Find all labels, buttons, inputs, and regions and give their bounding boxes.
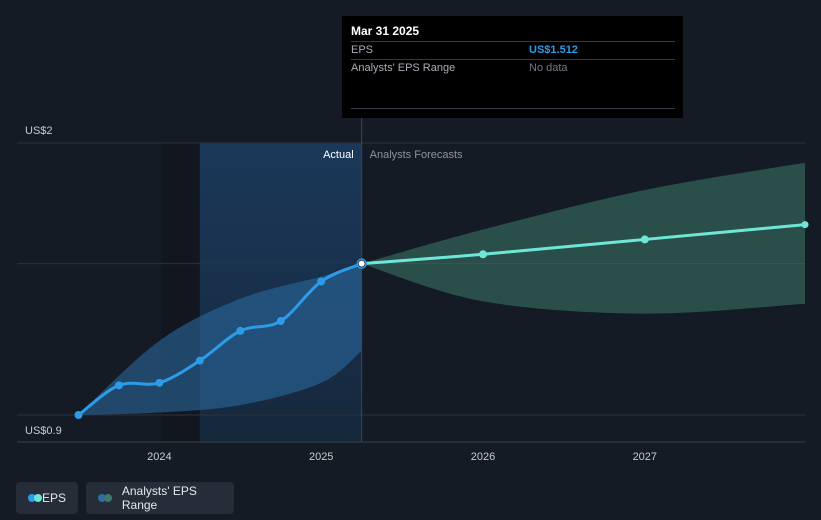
forecast-eps-line <box>360 223 807 266</box>
range-legend-icon <box>98 494 114 502</box>
forecast-point <box>640 235 649 244</box>
legend-range-button[interactable]: Analysts' EPS Range <box>86 482 234 514</box>
past-range-band <box>78 263 362 415</box>
actual-point <box>195 356 204 365</box>
legend-eps-label: EPS <box>41 491 66 505</box>
actual-point <box>317 277 326 286</box>
tooltip-range-value: No data <box>529 62 568 74</box>
legend-eps-button[interactable]: EPS <box>16 482 78 514</box>
tooltip-row-range: Analysts' EPS Range No data <box>351 59 675 77</box>
actual-point <box>114 381 123 390</box>
x-tick-label: 2027 <box>633 451 657 463</box>
tooltip-row-eps: EPS US$1.512 <box>351 41 675 59</box>
x-tick-label: 2026 <box>471 451 495 463</box>
legend-range-label: Analysts' EPS Range <box>121 484 197 512</box>
tooltip-eps-label: EPS <box>351 44 374 56</box>
tooltip-divider <box>351 108 675 109</box>
eps-tooltip: Mar 31 2025 EPS US$1.512 Analysts' EPS R… <box>342 16 683 118</box>
y-tick-label: US$0.9 <box>25 425 62 437</box>
highlighted-point-center <box>358 260 365 267</box>
tooltip-date: Mar 31 2025 <box>351 24 420 38</box>
tooltip-eps-value: US$1.512 <box>529 44 578 56</box>
forecast-range-band <box>361 162 805 314</box>
actual-point <box>276 317 285 326</box>
x-tick-label: 2025 <box>309 451 333 463</box>
tooltip-range-label: Analysts' EPS Range <box>351 62 456 74</box>
forecast-label: Analysts Forecasts <box>370 149 463 161</box>
actual-point <box>236 326 245 335</box>
forecast-point <box>479 250 488 259</box>
x-tick-label: 2024 <box>147 451 171 463</box>
actual-point <box>155 378 164 387</box>
actual-label: Actual <box>323 149 354 161</box>
actual-point <box>74 411 83 419</box>
y-tick-label: US$2 <box>25 125 53 137</box>
forecast-point-end <box>801 221 809 229</box>
chart-legend: EPS Analysts' EPS Range <box>16 482 234 514</box>
eps-legend-icon <box>28 494 42 502</box>
